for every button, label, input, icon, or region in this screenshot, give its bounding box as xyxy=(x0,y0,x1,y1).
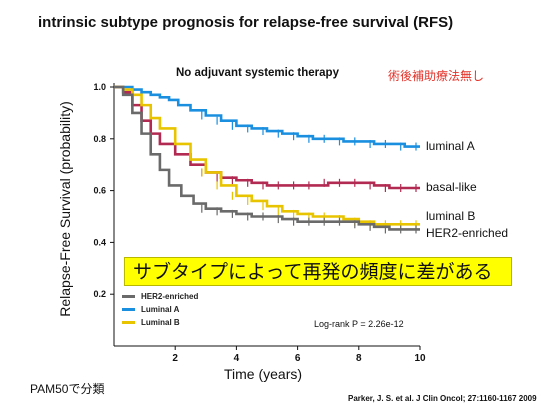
y-tick-label: 0.8 xyxy=(93,134,106,144)
classification-note: PAM50で分類 xyxy=(30,382,105,396)
series-line-luminal-b xyxy=(114,85,420,226)
legend-swatch-luminal-a xyxy=(122,308,135,311)
series-line-her2-enriched xyxy=(114,85,420,231)
legend-label-her2: HER2-enriched xyxy=(141,292,199,301)
legend-swatch-her2 xyxy=(122,295,135,298)
y-tick-label: 0.4 xyxy=(93,237,106,247)
chart-legend: HER2-enriched Luminal A Luminal B xyxy=(122,290,198,329)
series-label-her2: HER2-enriched xyxy=(426,226,509,240)
x-axis-label: Time (years) xyxy=(224,366,303,382)
legend-item-her2: HER2-enriched xyxy=(122,290,198,303)
highlight-banner: サブタイプによって再発の頻度に差がある xyxy=(124,257,512,286)
series-line-luminal-a xyxy=(114,85,420,148)
x-tick-label: 2 xyxy=(172,353,178,364)
legend-label-luminal-a: Luminal A xyxy=(141,305,180,314)
y-tick-label: 0.2 xyxy=(93,289,106,299)
log-rank-annotation: Log-rank P = 2.26e-12 xyxy=(314,319,404,329)
legend-item-luminal-a: Luminal A xyxy=(122,303,198,316)
slide-title: intrinsic subtype prognosis for relapse-… xyxy=(38,14,454,31)
x-tick-label: 10 xyxy=(414,353,426,364)
x-tick-label: 8 xyxy=(356,353,362,364)
series-label-luminal-a: luminal A xyxy=(426,139,475,153)
x-tick-label: 4 xyxy=(234,353,240,364)
series-label-luminal-b: luminal B xyxy=(426,209,476,223)
citation: Parker, J. S. et al. J Clin Oncol; 27:11… xyxy=(348,394,537,403)
series-label-basal-like: basal-like xyxy=(426,180,477,194)
y-tick-label: 0.6 xyxy=(93,186,106,196)
legend-label-luminal-b: Luminal B xyxy=(141,318,180,327)
series-line-basal-like xyxy=(114,85,420,190)
y-tick-label: 1.0 xyxy=(93,82,106,92)
x-tick-label: 6 xyxy=(295,353,301,364)
jp-note: 術後補助療法無し xyxy=(388,69,485,83)
y-axis-label: Relapse-Free Survival (probability) xyxy=(57,101,73,317)
legend-swatch-luminal-b xyxy=(122,321,135,324)
chart-title: No adjuvant systemic therapy xyxy=(176,67,339,79)
legend-item-luminal-b: Luminal B xyxy=(122,316,198,329)
